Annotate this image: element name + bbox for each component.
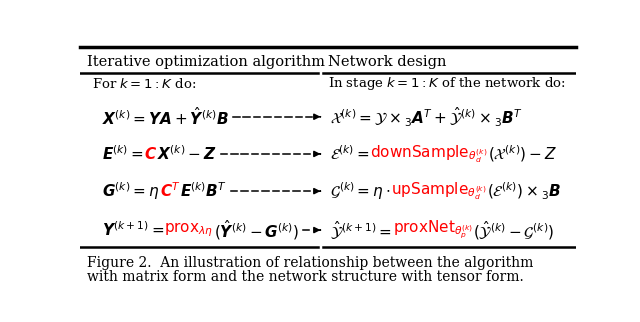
Text: $(\mathcal{E}^{(k)}) \times_3 \boldsymbol{B}$: $(\mathcal{E}^{(k)}) \times_3 \boldsymbo… [486,181,561,202]
Text: $\boldsymbol{X}^{(k)} - \boldsymbol{Z}$: $\boldsymbol{X}^{(k)} - \boldsymbol{Z}$ [157,145,217,163]
Text: $(\mathcal{X}^{(k)}) - Z$: $(\mathcal{X}^{(k)}) - Z$ [488,144,557,164]
Text: $\mathcal{X}^{(k)} = \mathcal{Y} \times_3 \boldsymbol{A}^T + \hat{\mathcal{Y}}^{: $\mathcal{X}^{(k)} = \mathcal{Y} \times_… [330,105,523,128]
Text: Figure 2.  An illustration of relationship between the algorithm: Figure 2. An illustration of relationshi… [88,256,534,270]
Text: $\boldsymbol{C}$: $\boldsymbol{C}$ [144,146,157,162]
Text: Iterative optimization algorithm: Iterative optimization algorithm [88,55,326,69]
Text: Network design: Network design [328,55,447,69]
Text: For $k = 1: K$ do:: For $k = 1: K$ do: [92,77,196,91]
Text: with matrix form and the network structure with tensor form.: with matrix form and the network structu… [88,270,524,284]
Text: $\boldsymbol{E}^{(k)}\boldsymbol{B}^T$: $\boldsymbol{E}^{(k)}\boldsymbol{B}^T$ [180,182,227,201]
Text: $\mathcal{G}^{(k)} = \eta \cdot$: $\mathcal{G}^{(k)} = \eta \cdot$ [330,180,391,202]
Text: $\hat{\mathcal{Y}}^{(k+1)} = $: $\hat{\mathcal{Y}}^{(k+1)} = $ [330,219,392,242]
Text: $\mathrm{proxNet}_{\theta_p^{(k)}}$: $\mathrm{proxNet}_{\theta_p^{(k)}}$ [392,219,473,241]
Text: In stage $k = 1: K$ of the network do:: In stage $k = 1: K$ of the network do: [328,75,566,92]
Text: $\boldsymbol{C}^T$: $\boldsymbol{C}^T$ [160,182,180,201]
Text: $\boldsymbol{G}^{(k)} = \eta$: $\boldsymbol{G}^{(k)} = \eta$ [102,180,160,202]
Text: $\mathrm{downSample}_{\theta_d^{(k)}}$: $\mathrm{downSample}_{\theta_d^{(k)}}$ [370,143,488,165]
Text: $\boldsymbol{Y}^{(k+1)} = $: $\boldsymbol{Y}^{(k+1)} = $ [102,221,164,239]
Text: $\boldsymbol{X}^{(k)} = \boldsymbol{Y}\boldsymbol{A} + \hat{\boldsymbol{Y}}^{(k): $\boldsymbol{X}^{(k)} = \boldsymbol{Y}\b… [102,106,229,128]
Text: $\mathrm{prox}_{\lambda\eta}$: $\mathrm{prox}_{\lambda\eta}$ [164,221,214,239]
Text: $(\hat{\mathcal{Y}}^{(k)} - \mathcal{G}^{(k)})$: $(\hat{\mathcal{Y}}^{(k)} - \mathcal{G}^… [473,219,554,242]
Text: $\mathcal{E}^{(k)} = $: $\mathcal{E}^{(k)} = $ [330,145,370,163]
Text: $\mathrm{upSample}_{\theta_d^{(k)}}$: $\mathrm{upSample}_{\theta_d^{(k)}}$ [391,180,486,202]
Text: $\boldsymbol{E}^{(k)} = $: $\boldsymbol{E}^{(k)} = $ [102,145,144,163]
Text: $(\hat{\boldsymbol{Y}}^{(k)} - \boldsymbol{G}^{(k)})$: $(\hat{\boldsymbol{Y}}^{(k)} - \boldsymb… [214,218,299,242]
